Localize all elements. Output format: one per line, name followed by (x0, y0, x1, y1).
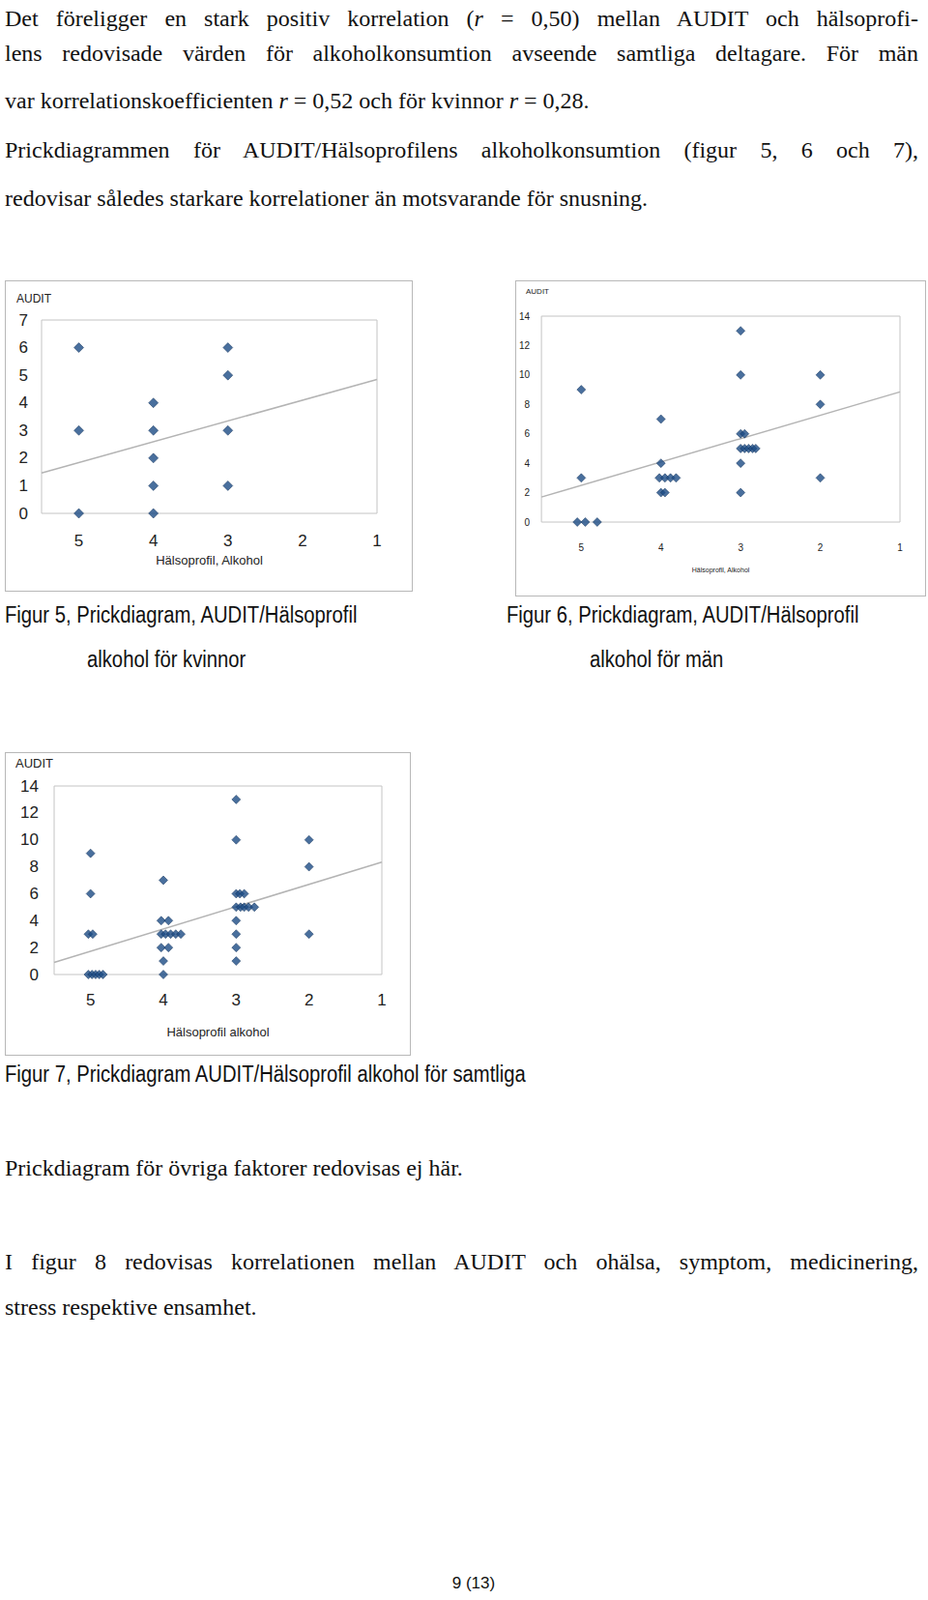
svg-text:5: 5 (74, 531, 84, 551)
svg-text:2: 2 (817, 542, 824, 553)
html-text:lens redovisade värden för alk: lens redovisade värden för alkoholkonsum… (4, 40, 919, 66)
html-text:alkohol för män: alkohol för män (589, 646, 724, 672)
svg-text:2: 2 (524, 487, 531, 498)
svg-text:3: 3 (223, 531, 232, 551)
svg-text:10: 10 (519, 369, 531, 380)
svg-text:4: 4 (658, 542, 665, 553)
svg-text:5: 5 (19, 366, 29, 385)
svg-text:14: 14 (519, 311, 531, 322)
svg-text:10: 10 (20, 830, 39, 849)
html-text:Figur 6, Prickdiagram, AUDIT/H: Figur 6, Prickdiagram, AUDIT/Hälsoprofil (506, 602, 859, 628)
svg-text:4: 4 (148, 531, 158, 551)
html-text:Figur 7, Prickdiagram AUDIT/Hä: Figur 7, Prickdiagram AUDIT/Hälsoprofil … (4, 1061, 526, 1087)
svg-text:4: 4 (158, 990, 168, 1010)
svg-text:7: 7 (19, 311, 29, 330)
svg-text:6: 6 (19, 338, 29, 357)
svg-text:Hälsoprofil, Alkohol: Hälsoprofil, Alkohol (155, 552, 263, 568)
svg-text:2: 2 (19, 448, 29, 467)
html-text:Prickdiagram för övriga faktor: Prickdiagram för övriga faktorer redovis… (4, 1155, 463, 1181)
svg-text:5: 5 (579, 542, 585, 553)
svg-text:AUDIT: AUDIT (15, 755, 54, 771)
svg-text:0: 0 (29, 965, 39, 985)
svg-text:6: 6 (524, 428, 531, 439)
svg-text:4: 4 (29, 911, 39, 930)
html-text:Prickdiagrammen för AUDIT/Häls: Prickdiagrammen för AUDIT/Hälsoprofilens… (4, 137, 919, 163)
svg-text:8: 8 (29, 857, 39, 876)
svg-text:6: 6 (29, 884, 39, 903)
html-text:Figur 5, Prickdiagram, AUDIT/H: Figur 5, Prickdiagram, AUDIT/Hälsoprofil (4, 602, 358, 628)
svg-text:2: 2 (297, 531, 307, 551)
svg-text:12: 12 (519, 340, 531, 351)
svg-text:1: 1 (897, 542, 903, 553)
html-text:I figur 8 redovisas korrelatio: I figur 8 redovisas korrelationen mellan… (4, 1248, 919, 1275)
html-text:stress respektive ensamhet.: stress respektive ensamhet. (4, 1294, 257, 1320)
svg-text:14: 14 (20, 777, 39, 796)
svg-text:12: 12 (20, 803, 39, 822)
html-text:9 (13): 9 (13) (452, 1573, 496, 1593)
svg-text:0: 0 (19, 504, 29, 523)
html-text:redovisar således starkare kor: redovisar således starkare korrelationer… (4, 185, 648, 211)
svg-text:AUDIT: AUDIT (16, 291, 53, 306)
svg-text:2: 2 (304, 990, 314, 1010)
svg-text:AUDIT: AUDIT (525, 287, 550, 296)
svg-text:3: 3 (737, 542, 744, 553)
svg-text:8: 8 (524, 399, 531, 410)
svg-text:2: 2 (29, 938, 39, 957)
html-text:var korrelationskoefficienten: var korrelationskoefficienten r = 0,52 o… (4, 87, 590, 114)
svg-text:Hälsoprofil, Alkohol: Hälsoprofil, Alkohol (692, 566, 751, 575)
svg-text:3: 3 (232, 990, 241, 1010)
html-text:Det föreligger en stark positi: Det föreligger en stark positiv korrelat… (4, 5, 919, 31)
svg-text:4: 4 (524, 458, 531, 469)
svg-text:1: 1 (19, 476, 29, 495)
svg-text:1: 1 (377, 990, 386, 1010)
html-text:alkohol för kvinnor: alkohol för kvinnor (87, 646, 246, 672)
svg-text:4: 4 (19, 393, 29, 412)
svg-text:Hälsoprofil alkohol: Hälsoprofil alkohol (166, 1024, 269, 1040)
svg-text:0: 0 (524, 517, 531, 528)
svg-text:1: 1 (372, 531, 381, 551)
svg-text:5: 5 (86, 990, 95, 1010)
svg-text:3: 3 (19, 421, 29, 440)
